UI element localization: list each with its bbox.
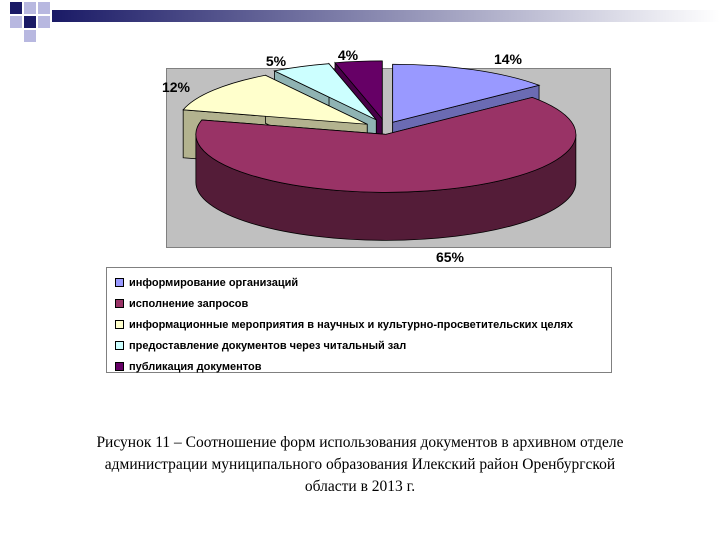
pie-chart: 14% 65% 12% 5% 4% — [162, 47, 577, 265]
chart-legend: информирование организаций исполнение за… — [106, 267, 612, 373]
data-label: 5% — [266, 53, 287, 69]
deco-gradient-bar — [52, 10, 720, 22]
data-label: 65% — [436, 249, 465, 265]
legend-label: информационные мероприятия в научных и к… — [129, 318, 574, 331]
legend-swatch — [115, 299, 124, 308]
deco-square — [24, 16, 36, 28]
legend-item: исполнение запросов — [115, 293, 611, 314]
legend-item: информирование организаций — [115, 272, 611, 293]
legend-item: информационные мероприятия в научных и к… — [115, 314, 611, 335]
legend-label: информирование организаций — [129, 276, 299, 289]
legend-swatch — [115, 320, 124, 329]
deco-square — [10, 16, 22, 28]
deco-square — [24, 2, 36, 14]
legend-swatch — [115, 362, 124, 371]
caption-line: Рисунок 11 – Соотношение форм использова… — [96, 434, 624, 451]
legend-label: предоставление документов через читальны… — [129, 339, 407, 352]
deco-square — [24, 30, 36, 42]
deco-square — [38, 16, 50, 28]
deco-square — [10, 2, 22, 14]
caption-line: области в 2013 г. — [304, 478, 416, 495]
legend-swatch — [115, 278, 124, 287]
pie-slice — [195, 96, 577, 193]
pie-slice — [182, 74, 368, 125]
caption-line: администрации муниципального образования… — [104, 456, 616, 473]
legend-label: исполнение запросов — [129, 297, 249, 310]
data-label: 4% — [338, 47, 359, 63]
figure-caption: Рисунок 11 – Соотношение форм использова… — [30, 432, 690, 498]
deco-square — [38, 2, 50, 14]
legend-swatch — [115, 341, 124, 350]
pie-slice — [273, 63, 377, 121]
legend-label: публикация документов — [129, 360, 262, 373]
pie-slice — [334, 60, 383, 121]
legend-item: публикация документов — [115, 356, 611, 377]
data-label: 12% — [162, 79, 191, 95]
decorative-corner — [10, 2, 720, 42]
legend-item: предоставление документов через читальны… — [115, 335, 611, 356]
data-label: 14% — [494, 51, 523, 67]
pie-slice — [392, 63, 541, 123]
